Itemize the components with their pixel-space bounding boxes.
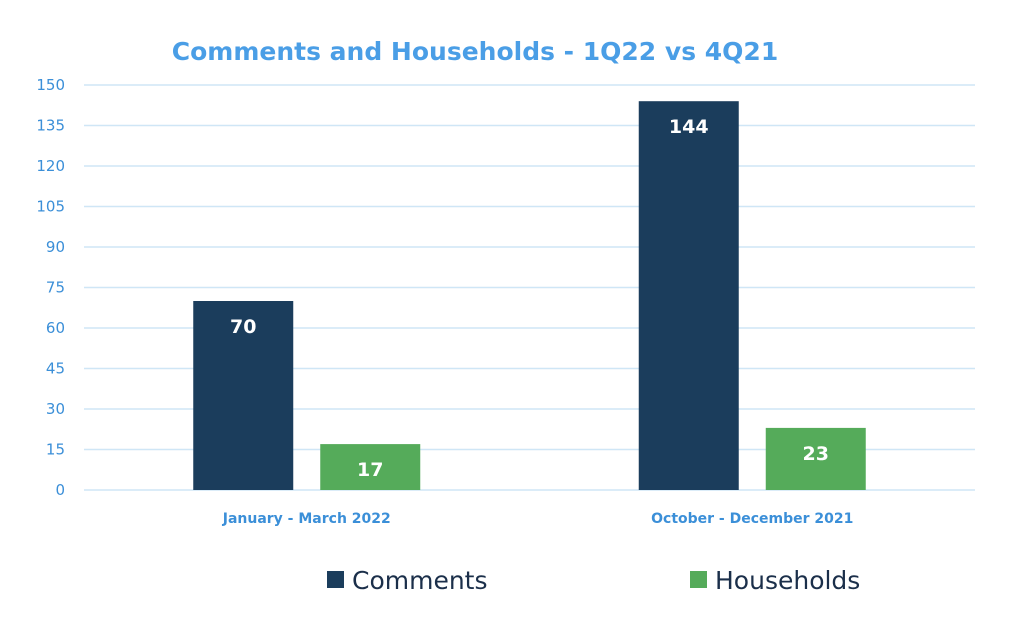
bar-comments-1 (638, 101, 739, 490)
y-tick-label: 105 (36, 198, 65, 216)
data-labels: 70 17 144 23 (230, 116, 829, 481)
legend-label-comments: Comments (352, 566, 488, 595)
chart-title: Comments and Households - 1Q22 vs 4Q21 (172, 37, 778, 66)
x-axis: January - March 2022 October - December 2… (222, 511, 854, 527)
legend: Comments Households (327, 566, 860, 595)
y-tick-label: 15 (46, 441, 65, 459)
y-tick-label: 45 (46, 360, 65, 378)
y-tick-label: 75 (46, 279, 65, 297)
y-tick-label: 135 (36, 117, 65, 135)
legend-label-households: Households (715, 566, 860, 595)
x-category-label: January - March 2022 (222, 511, 391, 527)
y-axis: 0 15 30 45 60 75 90 105 120 135 150 (36, 76, 65, 499)
bars (193, 101, 866, 490)
bar-households-1 (765, 427, 866, 490)
legend-swatch-households (690, 571, 707, 588)
data-label: 70 (230, 316, 256, 338)
y-tick-label: 30 (46, 400, 65, 418)
x-category-label: October - December 2021 (651, 511, 853, 527)
y-tick-label: 90 (46, 238, 65, 256)
data-label: 23 (803, 443, 829, 465)
y-tick-label: 0 (55, 481, 65, 499)
bar-comments-0 (193, 301, 294, 490)
y-tick-label: 150 (36, 76, 65, 94)
y-tick-label: 120 (36, 157, 65, 175)
data-label: 144 (669, 116, 709, 138)
bar-households-0 (320, 444, 421, 490)
legend-swatch-comments (327, 571, 344, 588)
data-label: 17 (357, 459, 383, 481)
y-tick-label: 60 (46, 319, 65, 337)
